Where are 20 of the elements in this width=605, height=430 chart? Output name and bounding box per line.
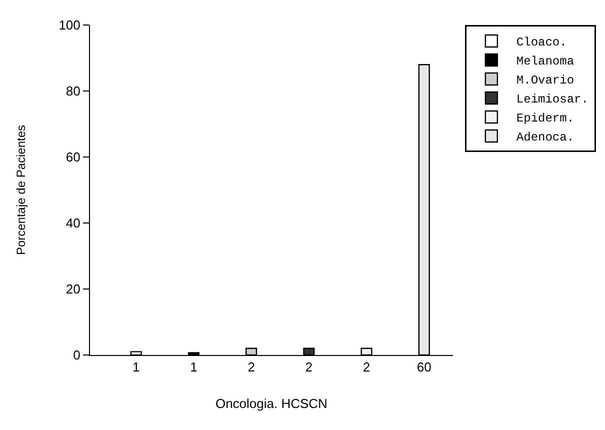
- x-tick-label: 2: [362, 360, 370, 375]
- y-tick-label: 80: [66, 84, 80, 99]
- legend-label: M.Ovario: [516, 74, 574, 88]
- y-axis-title: Porcentaje de Pacientes: [14, 124, 28, 256]
- x-tick-label: 2: [305, 360, 313, 375]
- legend-label: Epiderm.: [516, 112, 574, 126]
- legend-label: Adenoca.: [516, 130, 574, 145]
- legend-label: Leimiosar.: [516, 92, 588, 107]
- legend-label: Cloaco.: [516, 36, 567, 50]
- x-tick-label: 1: [190, 360, 198, 375]
- x-axis-title: Oncologia. HCSCN: [215, 396, 328, 412]
- y-tick-label: 40: [66, 216, 80, 231]
- x-tick-label: 2: [248, 360, 255, 375]
- legend-label: Melanoma: [516, 54, 574, 69]
- y-tick-label: 0: [73, 348, 80, 363]
- x-tick-label: 60: [416, 360, 432, 375]
- y-tick-label: 100: [58, 18, 80, 33]
- y-tick-label: 20: [66, 282, 80, 297]
- y-tick-label: 60: [66, 150, 80, 165]
- x-tick-label: 1: [132, 360, 140, 375]
